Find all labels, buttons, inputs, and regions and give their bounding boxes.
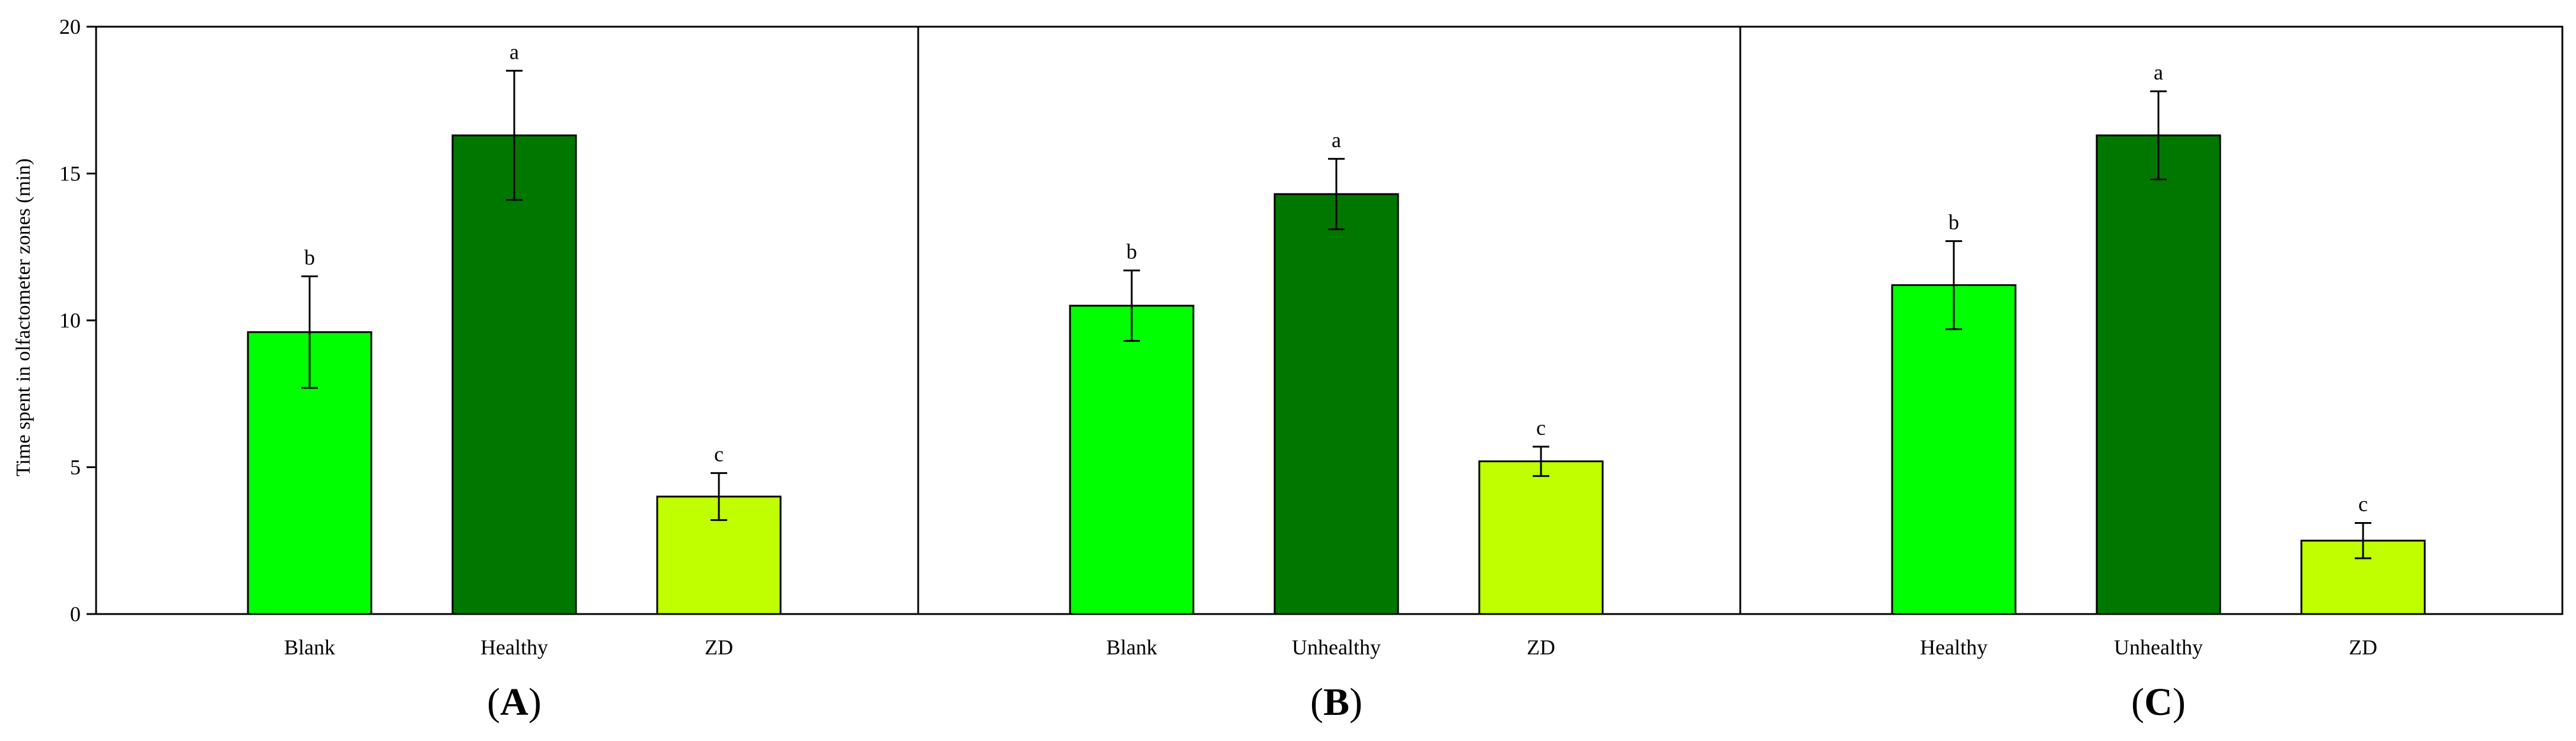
x-category-label: Blank [1106, 635, 1157, 659]
significance-letter: a [1332, 128, 1341, 152]
y-tick-label: 0 [70, 602, 81, 626]
bar-B-unhealthy [1273, 193, 1399, 615]
y-tick-label: 20 [59, 15, 81, 39]
bar-A-zd [656, 495, 782, 615]
significance-letter: b [1126, 240, 1137, 263]
y-tick-label: 5 [70, 456, 81, 479]
y-axis-title: Time spent in olfactometer zones (min) [12, 158, 34, 476]
panel-label: (A) [487, 680, 542, 724]
x-category-label: ZD [2349, 635, 2377, 659]
significance-letter: a [510, 40, 519, 63]
significance-letter: b [304, 246, 315, 269]
x-category-label: Unhealthy [1292, 635, 1381, 659]
x-category-label: ZD [1527, 635, 1555, 659]
bar-C-unhealthy [2096, 134, 2221, 615]
x-category-label: Healthy [480, 635, 548, 659]
bar-B-blank [1069, 304, 1195, 615]
x-category-label: Healthy [1920, 635, 1988, 659]
significance-letter: b [1948, 210, 1959, 234]
bar-A-healthy [451, 134, 577, 615]
bar-B-zd [1478, 460, 1604, 615]
y-tick-label: 10 [59, 309, 81, 332]
significance-letter: c [2358, 492, 2368, 516]
bar-C-healthy [1891, 284, 2017, 615]
panel-label: (C) [2131, 680, 2186, 724]
x-category-label: ZD [705, 635, 733, 659]
y-tick-label: 15 [59, 162, 81, 186]
significance-letter: a [2154, 61, 2163, 84]
significance-letter: c [1536, 416, 1546, 440]
panel-label: (B) [1310, 680, 1362, 724]
x-category-label: Unhealthy [2114, 635, 2203, 659]
significance-letter: c [714, 442, 724, 466]
x-category-label: Blank [284, 635, 335, 659]
